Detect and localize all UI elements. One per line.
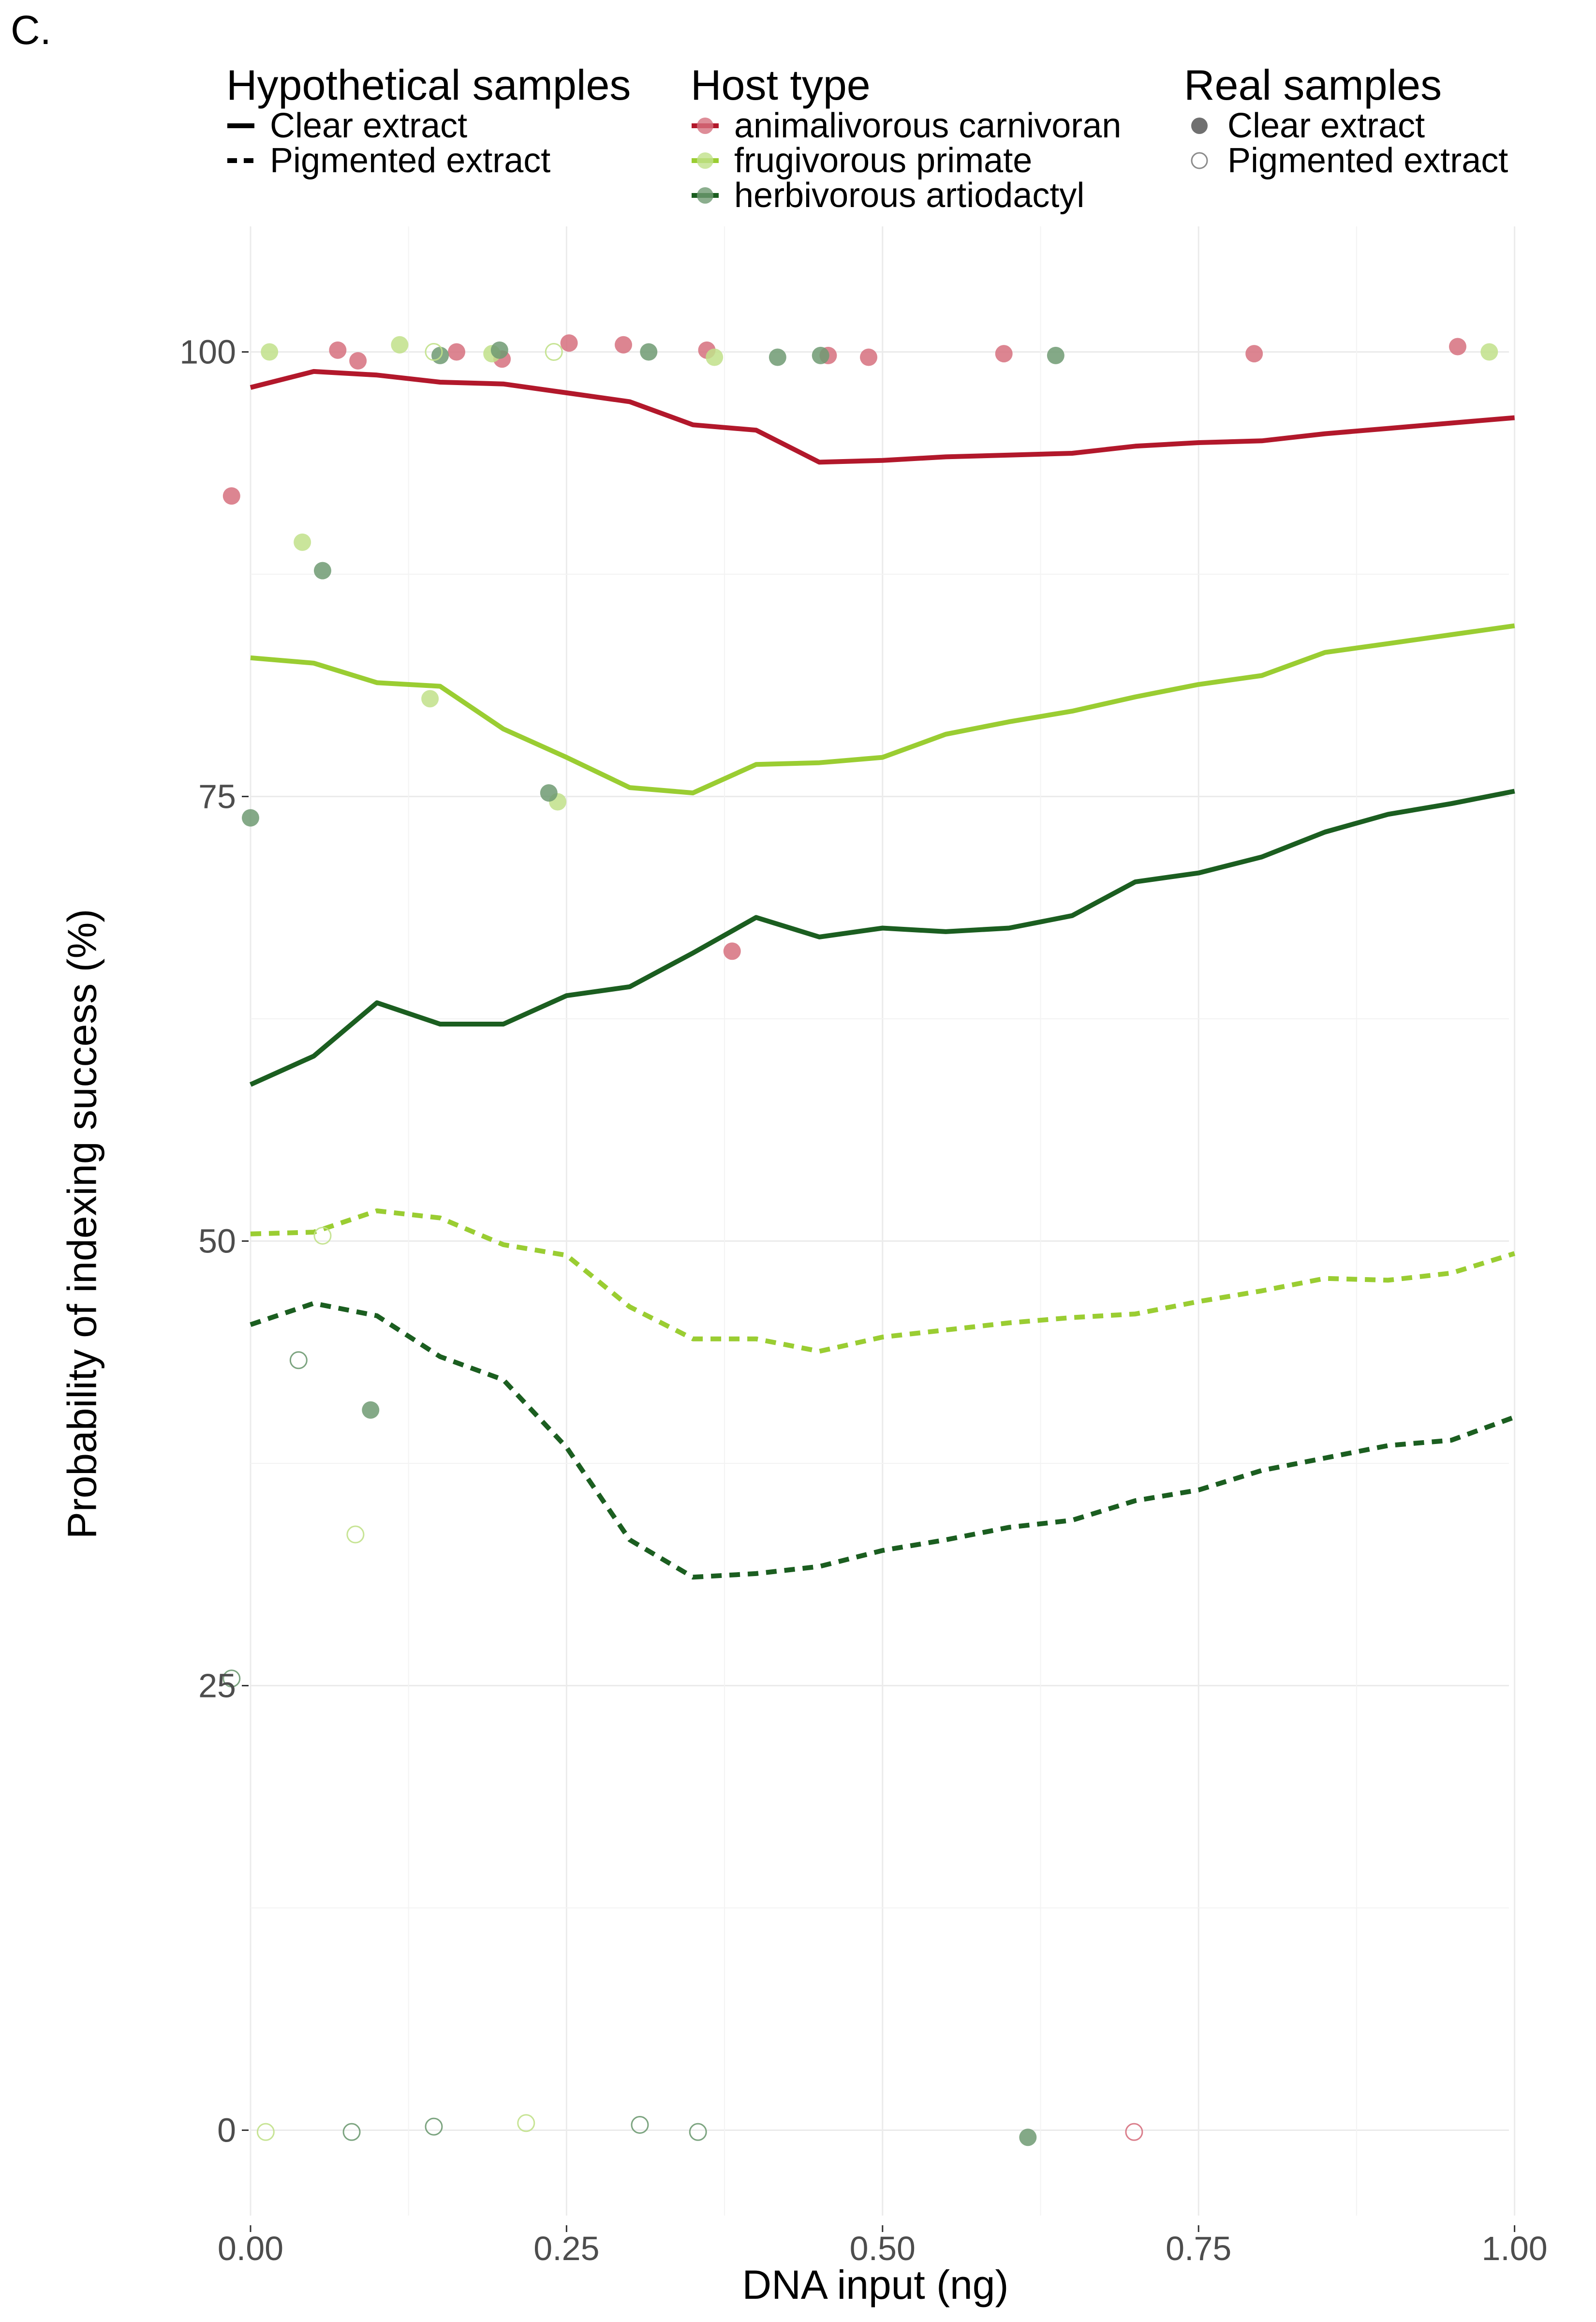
data-point-open bbox=[631, 2115, 649, 2134]
data-point-filled bbox=[421, 690, 439, 708]
legend-title: Host type bbox=[691, 61, 871, 109]
y-tick-label: 100 bbox=[179, 333, 236, 371]
series-lines bbox=[249, 369, 1516, 1580]
y-tick-label: 25 bbox=[198, 1667, 236, 1705]
data-point-filled bbox=[812, 346, 829, 364]
legend-label: frugivorous primate bbox=[734, 141, 1033, 180]
axes: 0 25 50 75 100 0.00 0.25 0.50 0.75 1.00 bbox=[179, 333, 1548, 2268]
data-point-filled bbox=[995, 345, 1013, 363]
data-point-filled bbox=[294, 533, 311, 551]
host-color-key bbox=[691, 178, 721, 213]
legend-label: Pigmented extract bbox=[1227, 141, 1508, 180]
series-line-frugivorous-primate-clear bbox=[250, 623, 1515, 796]
data-point-filled bbox=[1245, 345, 1263, 363]
x-tick-label: 0.00 bbox=[218, 2230, 283, 2267]
x-tick-label: 0.50 bbox=[850, 2230, 916, 2267]
data-point-filled bbox=[391, 336, 409, 354]
panel-label: C. bbox=[11, 7, 51, 53]
y-tick-label: 0 bbox=[217, 2112, 236, 2149]
data-point-open bbox=[313, 1226, 332, 1245]
series-line-herbivorous-artiodactyl-clear bbox=[249, 789, 1515, 1087]
data-point-open bbox=[689, 2123, 707, 2141]
data-point-open bbox=[342, 2123, 361, 2141]
data-point-filled bbox=[242, 809, 259, 827]
solid-line-key bbox=[226, 108, 256, 143]
data-point-filled bbox=[313, 562, 331, 580]
legend-label: Clear extract bbox=[270, 106, 468, 145]
x-tick-label: 1.00 bbox=[1481, 2230, 1547, 2267]
legend-title: Real samples bbox=[1184, 61, 1442, 109]
dashed-line-key bbox=[226, 143, 256, 178]
series-line-animalivorous-carnivoran-clear bbox=[250, 369, 1515, 465]
legend-item-pigmented-extract: Pigmented extract bbox=[1184, 143, 1508, 178]
data-point-open bbox=[256, 2123, 275, 2141]
data-point-filled bbox=[1019, 2128, 1037, 2146]
legend-label: animalivorous carnivoran bbox=[734, 106, 1122, 145]
data-points bbox=[222, 334, 1498, 2146]
series-line-frugivorous-primate-pigmented bbox=[250, 1208, 1516, 1354]
data-point-open bbox=[346, 1525, 365, 1544]
legend-host-type: Host type animalivorous carnivoran frugi… bbox=[691, 62, 1121, 213]
data-point-filled bbox=[329, 341, 347, 359]
data-point-open bbox=[222, 1669, 241, 1688]
legend-item-clear-extract: Clear extract bbox=[226, 108, 631, 143]
data-point-filled bbox=[490, 341, 508, 359]
data-point-filled bbox=[860, 348, 878, 366]
legend-item-pigmented-extract: Pigmented extract bbox=[226, 143, 631, 178]
data-point-filled bbox=[222, 487, 240, 505]
data-point-open bbox=[545, 343, 563, 361]
data-point-filled bbox=[1448, 338, 1466, 356]
data-point-filled bbox=[560, 334, 578, 352]
series-line-herbivorous-artiodactyl-pigmented bbox=[250, 1301, 1516, 1580]
data-point-open bbox=[425, 343, 443, 361]
data-point-filled bbox=[640, 343, 658, 361]
host-color-key bbox=[691, 108, 721, 143]
data-point-filled bbox=[723, 942, 741, 960]
x-tick-label: 0.25 bbox=[533, 2230, 599, 2267]
legend-label: Pigmented extract bbox=[270, 141, 551, 180]
legend-item-frugivorous-primate: frugivorous primate bbox=[691, 143, 1121, 178]
filled-circle-key bbox=[1184, 108, 1214, 143]
open-circle-key bbox=[1184, 143, 1214, 178]
data-point-filled bbox=[768, 348, 786, 366]
legend-label: Clear extract bbox=[1227, 106, 1425, 145]
x-axis-title: DNA input (ng) bbox=[742, 2262, 1009, 2307]
legend-title: Hypothetical samples bbox=[226, 61, 631, 109]
data-point-filled bbox=[362, 1401, 380, 1419]
data-point-open bbox=[425, 2117, 443, 2136]
data-point-filled bbox=[349, 352, 367, 370]
y-axis-title: Probability of indexing success (%) bbox=[59, 908, 105, 1539]
data-point-open bbox=[517, 2114, 535, 2132]
x-tick-label: 0.75 bbox=[1166, 2230, 1231, 2267]
legend-item-animalivorous-carnivoran: animalivorous carnivoran bbox=[691, 108, 1121, 143]
data-point-filled bbox=[431, 346, 449, 364]
data-point-filled bbox=[1047, 346, 1064, 364]
data-point-filled bbox=[448, 343, 466, 361]
legend-real-samples: Real samples Clear extract Pigmented ext… bbox=[1184, 61, 1508, 179]
data-point-filled bbox=[1480, 343, 1498, 361]
legend-hypothetical-samples: Hypothetical samples Clear extract Pigme… bbox=[226, 61, 631, 179]
y-tick-label: 75 bbox=[198, 778, 236, 816]
data-point-filled bbox=[706, 348, 724, 366]
legend-item-herbivorous-artiodactyl: herbivorous artiodactyl bbox=[691, 178, 1121, 213]
data-point-open bbox=[289, 1351, 308, 1369]
data-point-filled bbox=[540, 784, 558, 802]
legend-label: herbivorous artiodactyl bbox=[734, 176, 1085, 215]
y-tick-label: 50 bbox=[198, 1222, 236, 1260]
data-point-filled bbox=[261, 343, 279, 361]
host-color-key bbox=[691, 143, 721, 178]
data-point-open bbox=[1125, 2123, 1143, 2141]
data-point-filled bbox=[615, 336, 633, 354]
grid bbox=[250, 226, 1516, 2216]
legend-item-clear-extract: Clear extract bbox=[1184, 108, 1508, 143]
